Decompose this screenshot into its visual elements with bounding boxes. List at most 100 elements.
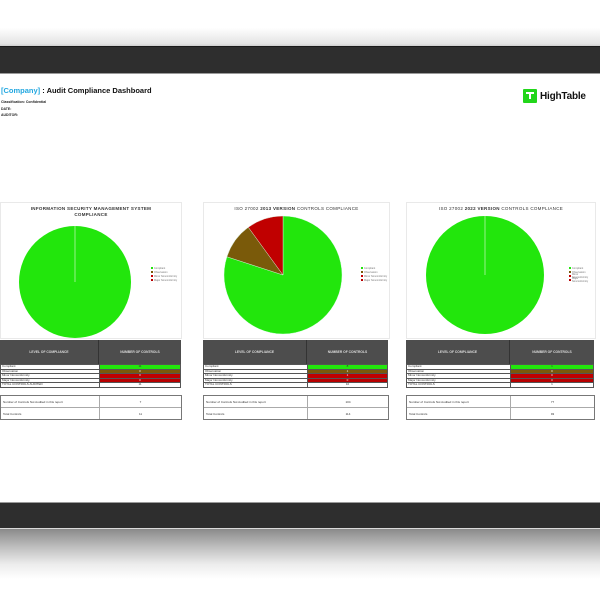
header-number: NUMBER OF CONTROLS bbox=[532, 350, 572, 354]
pie-chart-iso-2022 bbox=[426, 216, 544, 334]
legend-swatch-icon bbox=[361, 271, 363, 273]
header-number: NUMBER OF CONTROLS bbox=[120, 350, 160, 354]
chart-legend: Compliant Observation Minor Nonconformit… bbox=[569, 266, 595, 283]
legend-swatch-icon bbox=[361, 267, 363, 269]
legend-label: Compliant bbox=[154, 266, 166, 270]
legend-swatch-icon bbox=[151, 275, 153, 277]
summary-row-total: Total Controls 114 bbox=[204, 407, 388, 419]
legend-swatch-icon bbox=[361, 279, 363, 281]
legend-label: Compliant bbox=[572, 266, 584, 270]
pie-slice-minor bbox=[248, 215, 284, 276]
summary-table: Number of Controls Not Audited in this r… bbox=[203, 395, 389, 420]
legend-swatch-icon bbox=[151, 271, 153, 273]
chart-title-pre: ISO 27002 bbox=[438, 206, 465, 211]
table-header: LEVEL OF COMPLIANCE NUMBER OF CONTROLS bbox=[203, 340, 388, 364]
summary-label: Total Controls bbox=[1, 408, 100, 419]
row-label: TOTAL CONTROLS AUDITED bbox=[0, 382, 100, 388]
legend-label: Minor Nonconformity bbox=[364, 274, 388, 278]
legend-item-major: Major Nonconformity bbox=[361, 278, 387, 282]
chart-title-post: CONTROLS COMPLIANCE bbox=[499, 206, 564, 211]
legend-label: Major Nonconformity bbox=[572, 277, 589, 283]
summary-value: 114 bbox=[345, 411, 351, 416]
row-label: TOTAL CONTROLS bbox=[406, 382, 511, 388]
summary-row-not-audited: Number of Controls Not Audited in this r… bbox=[407, 396, 594, 407]
legend-item-observation: Observation bbox=[361, 270, 387, 274]
row-value: 10 bbox=[307, 382, 388, 388]
summary-label: Total Controls bbox=[204, 408, 308, 419]
header-level: LEVEL OF COMPLIANCE bbox=[203, 340, 307, 364]
row-value: 11 bbox=[99, 382, 181, 388]
chart-title-bold: 2013 VERSION bbox=[260, 206, 296, 211]
table-row: TOTAL CONTROLS 10 bbox=[203, 382, 388, 388]
summary-table: Number of Controls Not Audited in this r… bbox=[406, 395, 595, 420]
summary-label: Number of Controls Not Audited in this r… bbox=[407, 396, 511, 407]
chart-legend: Compliant Observation Minor Nonconformit… bbox=[361, 266, 387, 282]
title-separator: : bbox=[40, 86, 47, 95]
legend-item-minor: Minor Nonconformity bbox=[569, 273, 595, 279]
legend-label: Observation bbox=[364, 270, 378, 274]
summary-row-not-audited: Number of Controls Not Audited in this r… bbox=[1, 396, 181, 407]
chart-iso-2013: ISO 27002 2013 VERSION CONTROLS COMPLIAN… bbox=[203, 202, 390, 339]
compliance-table: Compliant 8 Observation 1 Minor Nonconform… bbox=[203, 364, 388, 388]
chart-title: INFORMATION SECURITY MANAGEMENT SYSTEM C… bbox=[1, 206, 181, 218]
legend-item-compliant: Compliant bbox=[361, 266, 387, 270]
compliance-table: Compliant 11 Observation 0 Minor Nonconfor… bbox=[0, 364, 181, 388]
chart-title-pre: ISO 27002 bbox=[234, 206, 261, 211]
legend-swatch-icon bbox=[569, 267, 571, 269]
header-level: LEVEL OF COMPLIANCE bbox=[406, 340, 510, 364]
device-bezel-top bbox=[0, 46, 600, 74]
legend-item-observation: Observation bbox=[151, 270, 177, 274]
chart-title-bold: 2022 VERSION bbox=[464, 206, 500, 211]
legend-item-minor: Minor Nonconformity bbox=[361, 274, 387, 278]
header-number: NUMBER OF CONTROLS bbox=[327, 350, 368, 354]
summary-value: 11 bbox=[138, 411, 143, 416]
legend-label: Observation bbox=[572, 270, 586, 274]
summary-label: Number of Controls Not Audited in this r… bbox=[1, 396, 100, 407]
legend-label: Minor Nonconformity bbox=[154, 274, 178, 278]
summary-label: Number of Controls Not Audited in this r… bbox=[204, 396, 308, 407]
table-header: LEVEL OF COMPLIANCE NUMBER OF CONTROLS bbox=[0, 340, 181, 364]
summary-value: 93 bbox=[550, 411, 555, 416]
legend-label: Major Nonconformity bbox=[364, 278, 388, 282]
table-header: LEVEL OF COMPLIANCE NUMBER OF CONTROLS bbox=[406, 340, 594, 364]
date-label: DATE: bbox=[1, 107, 12, 111]
auditor-label: AUDITOR: bbox=[1, 113, 19, 117]
hightable-logo: HighTable bbox=[523, 89, 586, 103]
top-shadow bbox=[0, 0, 600, 46]
row-value: 1 bbox=[510, 382, 594, 388]
chart-isms: INFORMATION SECURITY MANAGEMENT SYSTEM C… bbox=[0, 202, 182, 339]
legend-swatch-icon bbox=[361, 275, 363, 277]
summary-label: Total Controls bbox=[407, 408, 511, 419]
compliance-table: Compliant 1 Observation 0 Minor Nonconform… bbox=[406, 364, 594, 388]
legend-swatch-icon bbox=[151, 279, 153, 281]
table-row: TOTAL CONTROLS 1 bbox=[406, 382, 594, 388]
chart-iso-2022: ISO 27002 2022 VERSION CONTROLS COMPLIAN… bbox=[406, 202, 596, 339]
chart-legend: Compliant Observation Minor Nonconformit… bbox=[151, 266, 177, 282]
legend-item-minor: Minor Nonconformity bbox=[151, 274, 177, 278]
legend-item-compliant: Compliant bbox=[569, 266, 595, 270]
company-name: [Company] bbox=[1, 86, 41, 95]
legend-item-major: Major Nonconformity bbox=[569, 277, 595, 283]
summary-value: 7 bbox=[139, 399, 142, 404]
hightable-logo-icon bbox=[523, 89, 537, 103]
legend-swatch-icon bbox=[569, 275, 571, 277]
summary-row-total: Total Controls 11 bbox=[1, 407, 181, 419]
summary-value: 77 bbox=[550, 399, 555, 404]
legend-swatch-icon bbox=[569, 279, 571, 281]
summary-value: 104 bbox=[345, 399, 351, 404]
bottom-shadow bbox=[0, 529, 600, 579]
dashboard-title: Audit Compliance Dashboard bbox=[46, 86, 152, 95]
legend-item-observation: Observation bbox=[569, 270, 595, 274]
pie-chart-iso-2013 bbox=[223, 215, 343, 335]
summary-table: Number of Controls Not Audited in this r… bbox=[0, 395, 182, 420]
legend-label: Compliant bbox=[364, 266, 376, 270]
legend-item-major: Major Nonconformity bbox=[151, 278, 177, 282]
chart-title-post: CONTROLS COMPLIANCE bbox=[295, 206, 359, 211]
legend-swatch-icon bbox=[569, 271, 571, 273]
classification-label: Classification: Confidential bbox=[1, 100, 47, 104]
table-row: TOTAL CONTROLS AUDITED 11 bbox=[0, 382, 181, 388]
logo-text: HighTable bbox=[540, 90, 586, 102]
legend-item-compliant: Compliant bbox=[151, 266, 177, 270]
row-label: TOTAL CONTROLS bbox=[203, 382, 308, 388]
legend-label: Observation bbox=[154, 270, 168, 274]
